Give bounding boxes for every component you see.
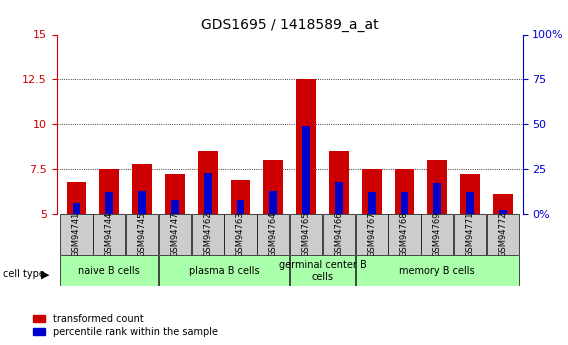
- Text: GSM94766: GSM94766: [335, 212, 344, 257]
- Text: GSM94747: GSM94747: [170, 212, 179, 257]
- Text: GSM94767: GSM94767: [367, 212, 376, 257]
- Bar: [204, 172, 212, 214]
- Bar: [367, 193, 375, 214]
- Text: GSM94768: GSM94768: [400, 212, 409, 257]
- Bar: [99, 169, 119, 214]
- Bar: [460, 175, 480, 214]
- Text: GSM94764: GSM94764: [269, 212, 278, 257]
- Bar: [231, 180, 250, 214]
- Text: ▶: ▶: [41, 269, 49, 279]
- Bar: [290, 214, 322, 255]
- Bar: [335, 181, 343, 214]
- Bar: [269, 190, 277, 214]
- Text: GSM94772: GSM94772: [498, 212, 507, 257]
- Bar: [159, 214, 191, 255]
- Text: memory B cells: memory B cells: [399, 266, 475, 276]
- Bar: [302, 126, 310, 214]
- Text: GSM94763: GSM94763: [236, 212, 245, 257]
- Text: plasma B cells: plasma B cells: [189, 266, 260, 276]
- Bar: [421, 214, 453, 255]
- Bar: [257, 214, 289, 255]
- Text: naive B cells: naive B cells: [78, 266, 140, 276]
- Text: GSM94745: GSM94745: [137, 212, 147, 257]
- Bar: [493, 194, 513, 214]
- Bar: [236, 199, 244, 214]
- Text: GSM94769: GSM94769: [433, 212, 442, 257]
- Text: GSM94771: GSM94771: [466, 212, 475, 257]
- Bar: [323, 214, 355, 255]
- Bar: [132, 164, 152, 214]
- Text: GSM94762: GSM94762: [203, 212, 212, 257]
- Bar: [290, 255, 355, 286]
- Bar: [296, 79, 316, 214]
- Bar: [400, 193, 408, 214]
- Bar: [499, 210, 507, 214]
- Bar: [389, 214, 420, 255]
- Bar: [433, 184, 441, 214]
- Bar: [454, 214, 486, 255]
- Bar: [159, 255, 289, 286]
- Bar: [138, 190, 146, 214]
- Bar: [66, 181, 86, 214]
- Bar: [60, 214, 93, 255]
- Bar: [126, 214, 158, 255]
- Bar: [165, 175, 185, 214]
- Bar: [105, 193, 113, 214]
- Bar: [60, 255, 158, 286]
- Bar: [466, 193, 474, 214]
- Bar: [93, 214, 126, 255]
- Bar: [73, 203, 81, 214]
- Text: GSM94765: GSM94765: [302, 212, 311, 257]
- Bar: [264, 160, 283, 214]
- Bar: [362, 169, 382, 214]
- Bar: [171, 199, 179, 214]
- Bar: [329, 151, 349, 214]
- Legend: transformed count, percentile rank within the sample: transformed count, percentile rank withi…: [34, 314, 218, 337]
- Bar: [191, 214, 224, 255]
- Text: GSM94744: GSM94744: [105, 212, 114, 257]
- Bar: [224, 214, 257, 255]
- Text: GSM94741: GSM94741: [72, 212, 81, 257]
- Bar: [198, 151, 218, 214]
- Bar: [487, 214, 519, 255]
- Bar: [428, 160, 447, 214]
- Title: GDS1695 / 1418589_a_at: GDS1695 / 1418589_a_at: [201, 18, 378, 32]
- Bar: [395, 169, 414, 214]
- Bar: [356, 255, 519, 286]
- Text: germinal center B
cells: germinal center B cells: [279, 260, 366, 282]
- Text: cell type: cell type: [3, 269, 45, 279]
- Bar: [356, 214, 388, 255]
